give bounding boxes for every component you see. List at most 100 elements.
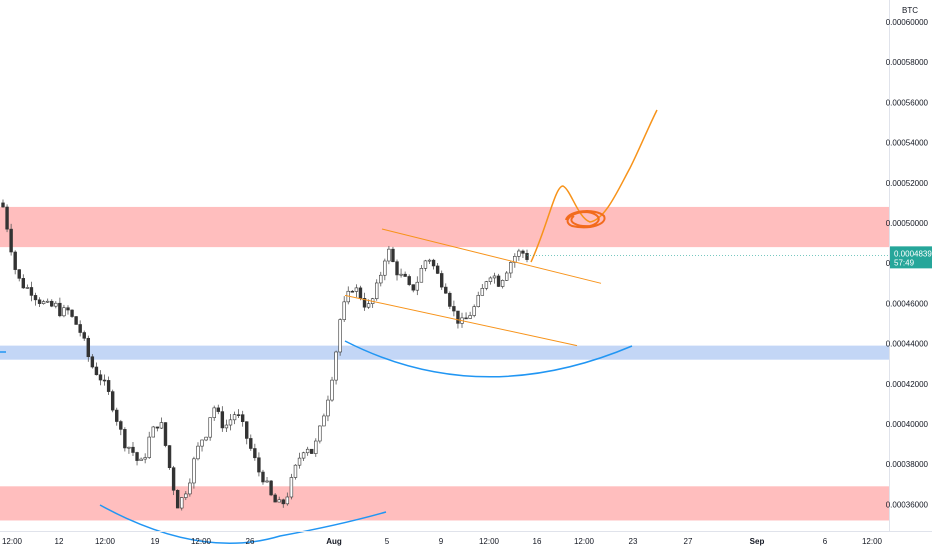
candle-body	[330, 379, 334, 401]
candle-body	[500, 280, 505, 287]
price-tick-label: 0.00040000	[886, 420, 929, 429]
candle-body	[41, 301, 46, 304]
candle-body	[228, 419, 233, 426]
candle-body	[220, 411, 225, 429]
candle-body	[297, 457, 302, 466]
candle-body	[509, 262, 513, 274]
candle-body	[127, 446, 131, 449]
candle-body	[391, 248, 395, 263]
candle-body	[106, 380, 111, 392]
candle-body	[427, 259, 432, 262]
candle-body	[184, 493, 188, 498]
candle-body	[171, 467, 176, 491]
candle-body	[119, 421, 123, 430]
candle-body	[265, 480, 269, 483]
candle-body	[448, 292, 452, 307]
candle-body	[407, 276, 411, 285]
candle-body	[423, 260, 428, 269]
candle-body	[1, 202, 5, 208]
candle-countdown: 57:49	[894, 258, 915, 267]
cup-arc-lower[interactable]	[99, 504, 387, 545]
candle-body	[196, 445, 200, 460]
candle-body	[322, 415, 326, 427]
time-tick-label: Aug	[326, 537, 342, 546]
candle-body	[70, 309, 74, 317]
candle-body	[37, 299, 42, 304]
last-price-tag: 0.0004839057:49	[527, 246, 932, 269]
candle-body	[224, 424, 229, 429]
candle-body	[94, 366, 99, 376]
candle-body	[310, 448, 314, 454]
candle-body	[74, 316, 78, 325]
candle-body	[66, 307, 70, 311]
candle-body	[236, 414, 241, 416]
candle-body	[480, 287, 485, 296]
channel-upper-line[interactable]	[381, 228, 602, 284]
candle-body	[261, 471, 265, 483]
candle-body	[86, 337, 91, 358]
price-tick-label: 0.00058000	[886, 58, 929, 67]
candle-body	[257, 457, 261, 473]
candle-body	[366, 303, 371, 308]
candle-body	[431, 259, 436, 267]
candle-body	[155, 426, 160, 429]
price-tick-label: 0.00050000	[886, 219, 929, 228]
zone-resistance-0	[0, 206, 889, 248]
candle-body	[358, 287, 363, 299]
candle-body	[50, 300, 54, 307]
candle-body	[163, 422, 168, 446]
time-tick-label: 27	[684, 537, 693, 546]
time-tick-label: 19	[151, 537, 160, 546]
candle-body	[277, 499, 281, 503]
candle-body	[62, 307, 66, 317]
price-tick-label: 0.00042000	[886, 380, 929, 389]
candle-body	[517, 250, 521, 257]
target-circle[interactable]	[565, 210, 606, 229]
price-tick-label: 0.00036000	[886, 500, 929, 509]
candle-body	[444, 286, 448, 294]
price-tick-label: 0.00056000	[886, 98, 929, 107]
candle-body	[143, 457, 147, 460]
candle-body	[78, 324, 82, 333]
candle-body	[17, 269, 21, 279]
time-tick-label: 12:00	[862, 537, 883, 546]
candle-body	[240, 414, 245, 422]
candle-body	[253, 448, 257, 459]
candle-body	[476, 295, 480, 307]
time-tick-label: Sep	[750, 537, 765, 546]
candle-body	[435, 265, 440, 274]
candle-body	[383, 260, 387, 276]
candle-body	[289, 477, 294, 498]
candle-body	[54, 302, 58, 307]
time-tick-label: 5	[385, 537, 390, 546]
candle-body	[249, 438, 253, 449]
candle-body	[139, 458, 143, 461]
candle-body	[399, 273, 403, 276]
candles-layer	[1, 199, 529, 511]
time-tick-label: 12:00	[2, 537, 23, 546]
zone-support-1	[0, 345, 889, 360]
candle-body	[285, 496, 290, 505]
candle-body	[464, 317, 468, 320]
candle-body	[305, 448, 310, 454]
candle-body	[504, 272, 509, 281]
candle-body	[167, 445, 172, 468]
price-tick-label: 0.00054000	[886, 139, 929, 148]
projection-path[interactable]	[530, 109, 658, 263]
candle-body	[13, 251, 17, 270]
time-tick-label: 9	[439, 537, 444, 546]
cup-arc-upper[interactable]	[344, 340, 633, 378]
channel-lower-line[interactable]	[344, 294, 578, 347]
candle-body	[135, 452, 139, 461]
candle-body	[45, 300, 50, 303]
candle-body	[387, 248, 391, 262]
drawings-layer	[0, 109, 658, 545]
candle-body	[123, 429, 127, 449]
candle-body	[208, 417, 212, 438]
time-axis[interactable]: 12:00 12 12:00 19 12:00 26 Aug 5 9 12:00 16 12:00 23…	[2, 537, 883, 546]
candle-body	[269, 480, 273, 496]
candle-body	[452, 306, 456, 312]
candle-body	[25, 287, 30, 289]
